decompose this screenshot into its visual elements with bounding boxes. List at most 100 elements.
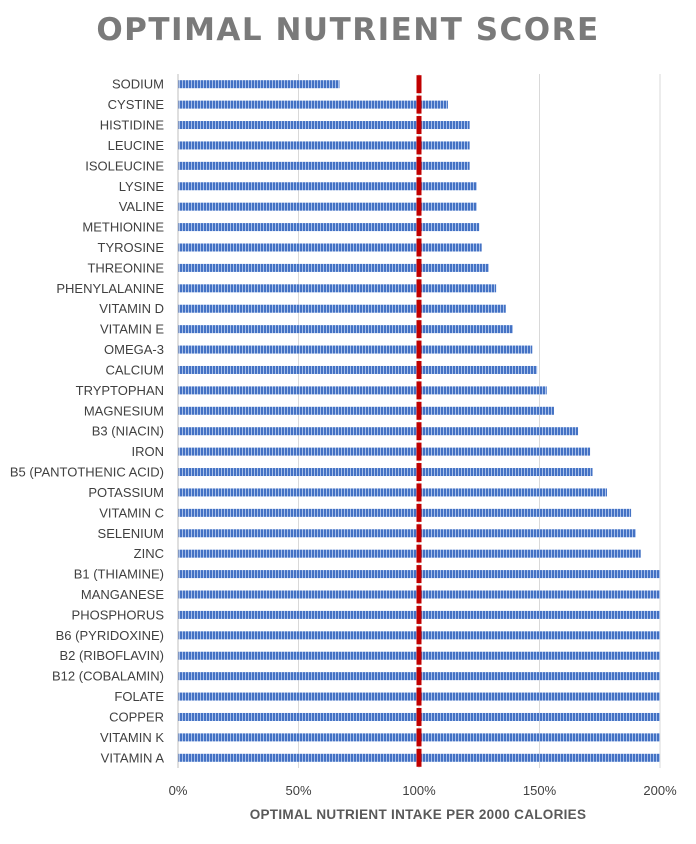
reference-marker (416, 95, 422, 114)
reference-marker (416, 218, 422, 237)
reference-marker (416, 565, 422, 584)
category-label: LYSINE (119, 179, 165, 194)
reference-line-100 (416, 75, 422, 767)
category-label: VITAMIN A (101, 750, 165, 765)
reference-marker (416, 626, 422, 645)
bar (178, 406, 554, 415)
category-label: MANGANESE (81, 587, 164, 602)
category-label: B1 (THIAMINE) (74, 567, 164, 582)
category-label: B2 (RIBOFLAVIN) (59, 648, 164, 663)
category-label: B12 (COBALAMIN) (52, 669, 164, 684)
category-label: VITAMIN D (99, 301, 164, 316)
reference-marker (416, 75, 422, 94)
category-label: VITAMIN C (99, 505, 164, 520)
bar (178, 549, 641, 558)
bar (178, 141, 470, 150)
category-label: TYROSINE (98, 240, 165, 255)
category-labels: SODIUM CYSTINE HISTIDINE LEUCINE ISOLEUCINE L… (10, 77, 164, 766)
reference-marker (416, 667, 422, 686)
category-label: FOLATE (114, 689, 164, 704)
x-axis-title: OPTIMAL NUTRIENT INTAKE PER 2000 CALORIE… (250, 807, 587, 822)
reference-marker (416, 279, 422, 298)
category-label: TRYPTOPHAN (76, 383, 164, 398)
reference-marker (416, 544, 422, 563)
category-label: HISTIDINE (100, 118, 165, 133)
x-tick-labels: 0% 50% 100% 150% 200% (169, 783, 677, 798)
category-label: VITAMIN K (100, 730, 164, 745)
reference-marker (416, 728, 422, 747)
category-label: THREONINE (87, 260, 164, 275)
category-label: B3 (NIACIN) (92, 424, 164, 439)
reference-marker (416, 340, 422, 359)
category-label: SELENIUM (98, 526, 164, 541)
reference-marker (416, 503, 422, 522)
reference-marker (416, 401, 422, 420)
reference-marker (416, 483, 422, 502)
reference-marker (416, 360, 422, 379)
category-label: B6 (PYRIDOXINE) (56, 628, 164, 643)
x-tick-label: 0% (169, 783, 188, 798)
bar (178, 182, 477, 191)
x-tick-label: 50% (285, 783, 311, 798)
bar (178, 100, 448, 109)
bar (178, 304, 506, 313)
category-label: B5 (PANTOTHENIC ACID) (10, 465, 164, 480)
bar (178, 508, 632, 517)
bar (178, 386, 547, 395)
bar (178, 468, 593, 477)
bar (178, 161, 470, 170)
bar (178, 529, 636, 538)
reference-marker (416, 299, 422, 318)
bar (178, 488, 607, 497)
category-label: CYSTINE (108, 97, 165, 112)
bar (178, 427, 579, 436)
category-label: MAGNESIUM (84, 403, 164, 418)
reference-marker (416, 320, 422, 339)
reference-marker (416, 381, 422, 400)
bar (178, 243, 482, 252)
reference-marker (416, 707, 422, 726)
reference-marker (416, 646, 422, 665)
gridlines (298, 74, 661, 768)
reference-marker (416, 748, 422, 767)
bar (178, 365, 538, 374)
reference-marker (416, 422, 422, 441)
category-label: ISOLEUCINE (85, 158, 164, 173)
x-tick-label: 150% (523, 783, 557, 798)
category-label: ZINC (134, 546, 164, 561)
reference-marker (416, 238, 422, 257)
reference-marker (416, 197, 422, 216)
bar (178, 447, 591, 456)
reference-marker (416, 156, 422, 175)
bar (178, 223, 480, 232)
category-label: LEUCINE (108, 138, 165, 153)
category-label: CALCIUM (105, 362, 164, 377)
category-label: OMEGA-3 (104, 342, 164, 357)
category-label: VALINE (119, 199, 165, 214)
category-label: POTASSIUM (88, 485, 164, 500)
bar (178, 202, 477, 211)
category-label: METHIONINE (82, 220, 164, 235)
reference-marker (416, 524, 422, 543)
reference-marker (416, 116, 422, 135)
reference-marker (416, 605, 422, 624)
category-label: PHENYLALANINE (56, 281, 164, 296)
category-label: IRON (132, 444, 165, 459)
reference-marker (416, 177, 422, 196)
x-tick-label: 200% (643, 783, 677, 798)
reference-marker (416, 585, 422, 604)
reference-marker (416, 136, 422, 155)
reference-marker (416, 463, 422, 482)
bar (178, 325, 513, 334)
category-label: SODIUM (112, 77, 164, 92)
category-label: VITAMIN E (100, 322, 164, 337)
category-label: COPPER (109, 709, 164, 724)
bar (178, 284, 497, 293)
reference-marker (416, 442, 422, 461)
bar (178, 121, 470, 130)
reference-marker (416, 687, 422, 706)
bar (178, 263, 489, 272)
x-tick-label: 100% (402, 783, 436, 798)
bar (178, 345, 533, 354)
